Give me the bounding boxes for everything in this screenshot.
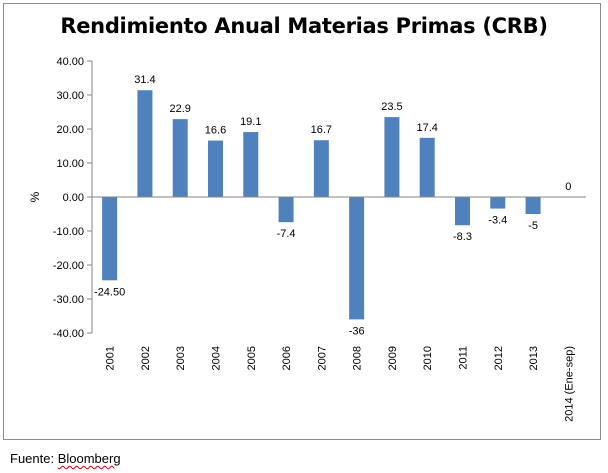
source-name: Bloomberg — [57, 451, 121, 466]
bar-2010 — [419, 137, 435, 197]
bar-2001 — [102, 197, 118, 281]
bar-2007 — [313, 140, 329, 197]
bar-2009 — [384, 117, 400, 197]
source-prefix: Fuente: — [10, 451, 58, 466]
x-tick-label: 2011 — [458, 346, 470, 370]
x-tick-label: 2010 — [422, 346, 434, 370]
x-tick-label: 2007 — [316, 346, 328, 370]
data-label: -7.4 — [277, 228, 296, 240]
x-tick-label: 2006 — [281, 346, 293, 370]
y-tick-label: 40.00 — [56, 56, 84, 68]
y-tick-label: -30.00 — [53, 294, 84, 306]
x-tick-label: 2003 — [175, 346, 187, 370]
y-tick-label: -10.00 — [53, 226, 84, 238]
bar-2013 — [525, 197, 541, 214]
data-label: 0 — [565, 181, 571, 193]
bar-2004 — [208, 140, 223, 197]
data-label: -3.4 — [488, 215, 507, 227]
x-tick-label: 2008 — [352, 346, 364, 370]
y-tick-label: 30.00 — [56, 90, 84, 102]
bar-2011 — [455, 197, 470, 226]
y-tick-label: 10.00 — [56, 158, 84, 170]
y-axis-label: % — [28, 191, 42, 202]
data-label: 31.4 — [134, 74, 155, 86]
x-tick-label: 2002 — [140, 346, 152, 370]
source-note: Fuente: Bloomberg — [10, 451, 121, 466]
y-tick-label: 20.00 — [56, 124, 84, 136]
y-tick-label: 0.00 — [63, 192, 84, 204]
chart-title: Rendimiento Anual Materias Primas (CRB) — [60, 14, 548, 38]
data-label: 16.6 — [205, 125, 226, 137]
y-tick-label: -40.00 — [53, 328, 84, 340]
data-label: 17.4 — [417, 122, 438, 134]
bar-2005 — [243, 132, 259, 197]
x-tick-label: 2005 — [246, 346, 258, 370]
data-label: -8.3 — [453, 231, 472, 243]
data-label: -24.50 — [94, 286, 125, 298]
data-label: -5 — [528, 220, 538, 232]
x-tick-label: 2012 — [493, 346, 505, 370]
x-tick-label: 2014 (Ene-sep) — [563, 346, 575, 422]
data-label: -36 — [349, 325, 365, 337]
x-tick-label: 2013 — [528, 346, 540, 370]
bar-2002 — [137, 90, 153, 197]
data-label: 22.9 — [170, 103, 191, 115]
x-tick-label: 2001 — [105, 346, 117, 370]
data-label: 19.1 — [240, 116, 261, 128]
bar-2008 — [349, 197, 365, 320]
data-label: 23.5 — [381, 101, 402, 113]
x-tick-label: 2004 — [211, 346, 223, 370]
x-tick-label: 2009 — [387, 346, 399, 370]
bar-2006 — [278, 197, 294, 223]
bar-2003 — [172, 119, 188, 197]
bar-2012 — [490, 197, 506, 209]
y-tick-label: -20.00 — [53, 260, 84, 272]
data-label: 16.7 — [311, 124, 332, 136]
